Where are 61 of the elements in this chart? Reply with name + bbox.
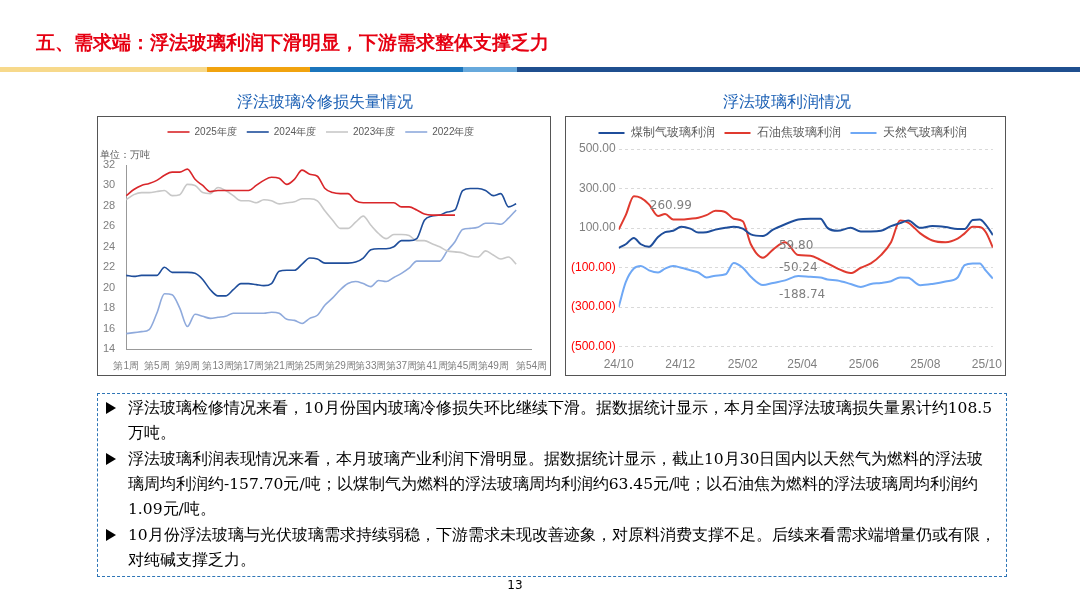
x-tick-label: 第33周	[355, 359, 387, 371]
legend-label: 2023年度	[353, 125, 396, 137]
x-tick-label: 第17周	[233, 359, 265, 371]
text: 浮法玻璃利润表现情况来看，本月玻璃产业利润下滑明显。据数据统计显示，截止10月30日国内以天然气为燃料的浮法玻璃周均利润约-157.70元/吨；以煤制气为燃料的浮法玻璃周均利润约63.45元/吨；以石油焦为燃料的浮法玻璃周均利润约1.09元/吨。	[128, 449, 985, 520]
x-tick-label: 25/02	[727, 357, 759, 372]
y-tick-label: (500.00)	[570, 338, 616, 353]
y-axis-title: 单位：万吨	[100, 148, 150, 160]
legend-label: 2024年度	[273, 125, 316, 137]
chart-title: 浮法玻璃利润情况	[721, 91, 852, 113]
line-series	[618, 195, 993, 275]
line-series	[125, 209, 517, 335]
line-series	[125, 168, 456, 216]
x-tick-label: 24/10	[603, 357, 635, 372]
annotation: -50.24	[778, 259, 818, 274]
x-tick-label: 25/06	[848, 357, 880, 372]
x-tick-label: 第54周	[515, 359, 547, 371]
text: 13	[507, 578, 523, 592]
x-tick-label: 第1周	[113, 359, 140, 371]
line-series	[125, 183, 517, 265]
chart-title: 浮法玻璃冷修损失量情况	[236, 91, 414, 113]
annotation: -188.74	[778, 287, 826, 302]
legend-label: 天然气玻璃利润	[882, 125, 967, 140]
x-tick-label: 第45周	[447, 359, 479, 371]
text: 10月份浮法玻璃与光伏玻璃需求持续弱稳，下游需求未现改善迹象，对原料消费支撑不足。后续来看需求端增量仍或有限，对纯碱支撑乏力。	[128, 525, 997, 571]
x-tick-label: 第29周	[324, 359, 356, 371]
x-tick-label: 第25周	[294, 359, 326, 371]
x-tick-label: 第49周	[477, 359, 509, 371]
y-tick-label: 16	[102, 321, 116, 334]
text: 五、需求端：浮法玻璃利润下滑明显，下游需求整体支撑乏力	[36, 30, 550, 55]
x-tick-label: 25/10	[971, 357, 1003, 372]
legend-label: 煤制气玻璃利润	[630, 125, 715, 140]
y-tick-label: 24	[102, 239, 116, 252]
y-tick-label: 14	[102, 342, 116, 355]
legend-label: 2025年度	[194, 125, 237, 137]
y-tick-label: 32	[102, 158, 116, 171]
y-tick-label: 20	[102, 280, 116, 293]
legend-label: 2022年度	[432, 125, 475, 137]
x-tick-label: 第21周	[263, 359, 295, 371]
y-tick-label: 500.00	[578, 141, 617, 156]
x-tick-label: 第9周	[174, 359, 201, 371]
x-tick-label: 第41周	[416, 359, 448, 371]
y-tick-label: (100.00)	[570, 259, 616, 274]
line-series	[618, 262, 993, 308]
x-tick-label: 第13周	[202, 359, 234, 371]
y-tick-label: 300.00	[578, 180, 617, 195]
y-tick-label: 30	[102, 178, 116, 191]
line-series	[125, 187, 517, 297]
text: 浮法玻璃检修情况来看，10月份国内玻璃冷修损失环比继续下滑。据数据统计显示，本月全国浮法玻璃损失量累计约108.5万吨。	[128, 398, 994, 444]
y-tick-label: 100.00	[578, 220, 617, 235]
x-tick-label: 第5周	[144, 359, 170, 371]
y-tick-label: (300.00)	[570, 299, 616, 314]
y-tick-label: 18	[102, 301, 116, 314]
x-tick-label: 25/04	[787, 357, 818, 372]
y-tick-label: 28	[102, 198, 116, 211]
line-series	[618, 217, 993, 249]
x-tick-label: 25/08	[910, 357, 941, 372]
x-tick-label: 24/12	[665, 357, 696, 372]
y-tick-label: 22	[102, 260, 116, 273]
annotation: 260.99	[649, 198, 692, 213]
legend-label: 石油焦玻璃利润	[756, 125, 841, 140]
y-tick-label: 26	[102, 219, 116, 232]
